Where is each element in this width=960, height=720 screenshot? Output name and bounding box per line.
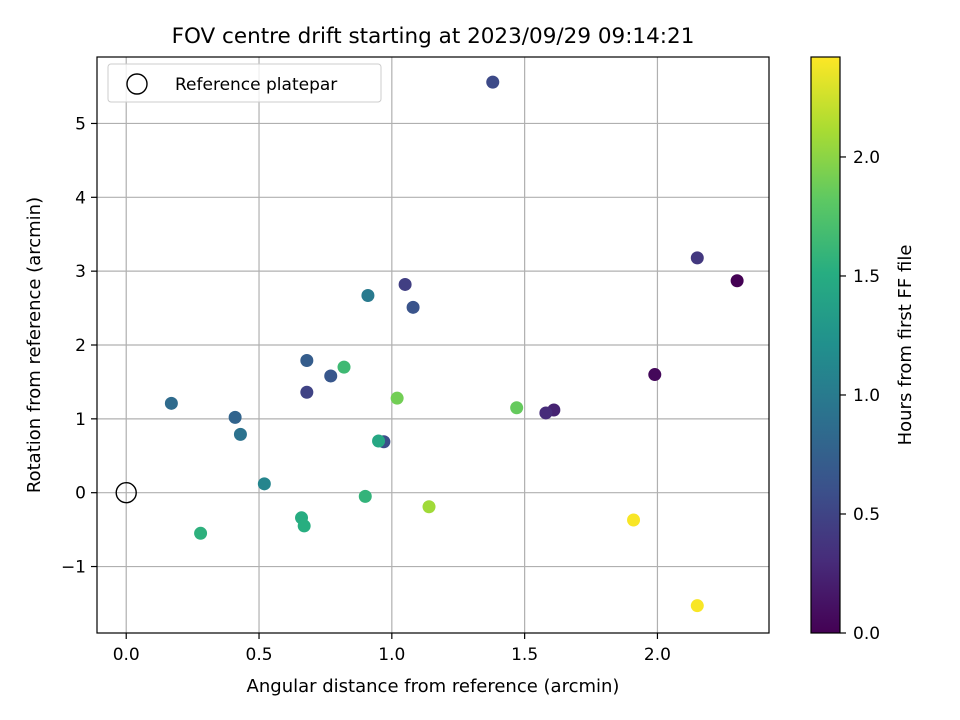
x-tick-label: 2.0 bbox=[644, 645, 671, 665]
data-point bbox=[300, 354, 314, 368]
y-tick-label: 5 bbox=[75, 114, 86, 134]
data-point bbox=[486, 75, 500, 89]
colorbar-tick-label: 2.0 bbox=[853, 148, 880, 168]
data-point bbox=[539, 406, 553, 420]
data-point bbox=[337, 360, 351, 374]
reference-point bbox=[115, 481, 137, 504]
colorbar-gradient bbox=[811, 57, 840, 633]
data-points bbox=[164, 75, 744, 613]
data-point bbox=[690, 251, 704, 265]
legend-marker-reference bbox=[126, 73, 148, 95]
y-tick-label: −1 bbox=[61, 558, 86, 578]
data-point bbox=[372, 434, 386, 448]
data-point bbox=[627, 513, 641, 527]
data-point bbox=[422, 500, 436, 514]
data-point bbox=[358, 489, 372, 503]
colorbar-tick-label: 0.5 bbox=[853, 505, 880, 525]
colorbar-tick-label: 1.0 bbox=[853, 386, 880, 406]
x-tick-label: 0.5 bbox=[246, 645, 273, 665]
y-tick-label: 0 bbox=[75, 484, 86, 504]
y-axis-label: Rotation from reference (arcmin) bbox=[24, 197, 45, 493]
data-point bbox=[361, 289, 375, 303]
y-tick-label: 2 bbox=[75, 336, 86, 356]
y-tick-label: 1 bbox=[75, 410, 86, 430]
chart-title: FOV centre drift starting at 2023/09/29 … bbox=[172, 24, 695, 49]
y-axis-ticks: −1 0 1 2 3 4 5 bbox=[61, 114, 97, 578]
reference-layer bbox=[115, 481, 137, 504]
data-point bbox=[300, 385, 314, 399]
colorbar-ticks: 0.0 0.5 1.0 1.5 2.0 bbox=[840, 148, 880, 644]
data-point bbox=[510, 401, 524, 415]
data-point bbox=[194, 526, 208, 540]
data-point bbox=[648, 368, 662, 382]
legend-box bbox=[107, 63, 382, 103]
legend-label-reference: Reference platepar bbox=[175, 75, 337, 95]
data-point bbox=[257, 477, 271, 491]
data-point bbox=[297, 519, 311, 533]
data-point bbox=[228, 410, 242, 424]
data-point bbox=[390, 391, 404, 405]
colorbar-tick-label: 0.0 bbox=[853, 624, 880, 644]
colorbar-frame bbox=[810, 56, 841, 634]
x-tick-label: 1.5 bbox=[511, 645, 538, 665]
data-point bbox=[324, 369, 338, 383]
x-tick-label: 0.0 bbox=[113, 645, 140, 665]
grid-lines bbox=[97, 57, 769, 633]
data-point bbox=[398, 277, 412, 291]
data-point bbox=[690, 599, 704, 613]
colorbar-label: Hours from first FF file bbox=[895, 245, 916, 446]
x-tick-label: 1.0 bbox=[378, 645, 405, 665]
data-point bbox=[730, 274, 744, 288]
colorbar-tick-label: 1.5 bbox=[853, 267, 880, 287]
data-point bbox=[164, 396, 178, 410]
legend: Reference platepar bbox=[107, 63, 382, 103]
x-axis-label: Angular distance from reference (arcmin) bbox=[247, 676, 620, 697]
data-point bbox=[406, 300, 420, 314]
colorbar: 0.0 0.5 1.0 1.5 2.0 Hours from first FF file bbox=[810, 56, 916, 644]
data-point bbox=[233, 427, 247, 441]
y-tick-label: 3 bbox=[75, 262, 86, 282]
y-tick-label: 4 bbox=[75, 188, 86, 208]
x-axis-ticks: 0.0 0.5 1.0 1.5 2.0 bbox=[113, 633, 671, 665]
